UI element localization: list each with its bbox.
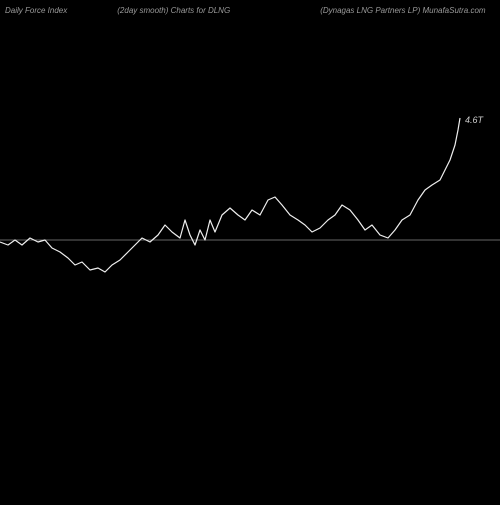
chart-svg — [0, 20, 500, 500]
header-left-label: Daily Force Index — [5, 6, 67, 15]
header-right-label: (Dynagas LNG Partners LP) MunafaSutra.co… — [320, 6, 485, 15]
chart-header: Daily Force Index (2day smooth) Charts f… — [0, 6, 500, 15]
header-middle-label: (2day smooth) Charts for DLNG — [117, 6, 230, 15]
force-index-chart: 4.6T — [0, 20, 500, 500]
last-value-label: 4.6T — [465, 115, 483, 125]
